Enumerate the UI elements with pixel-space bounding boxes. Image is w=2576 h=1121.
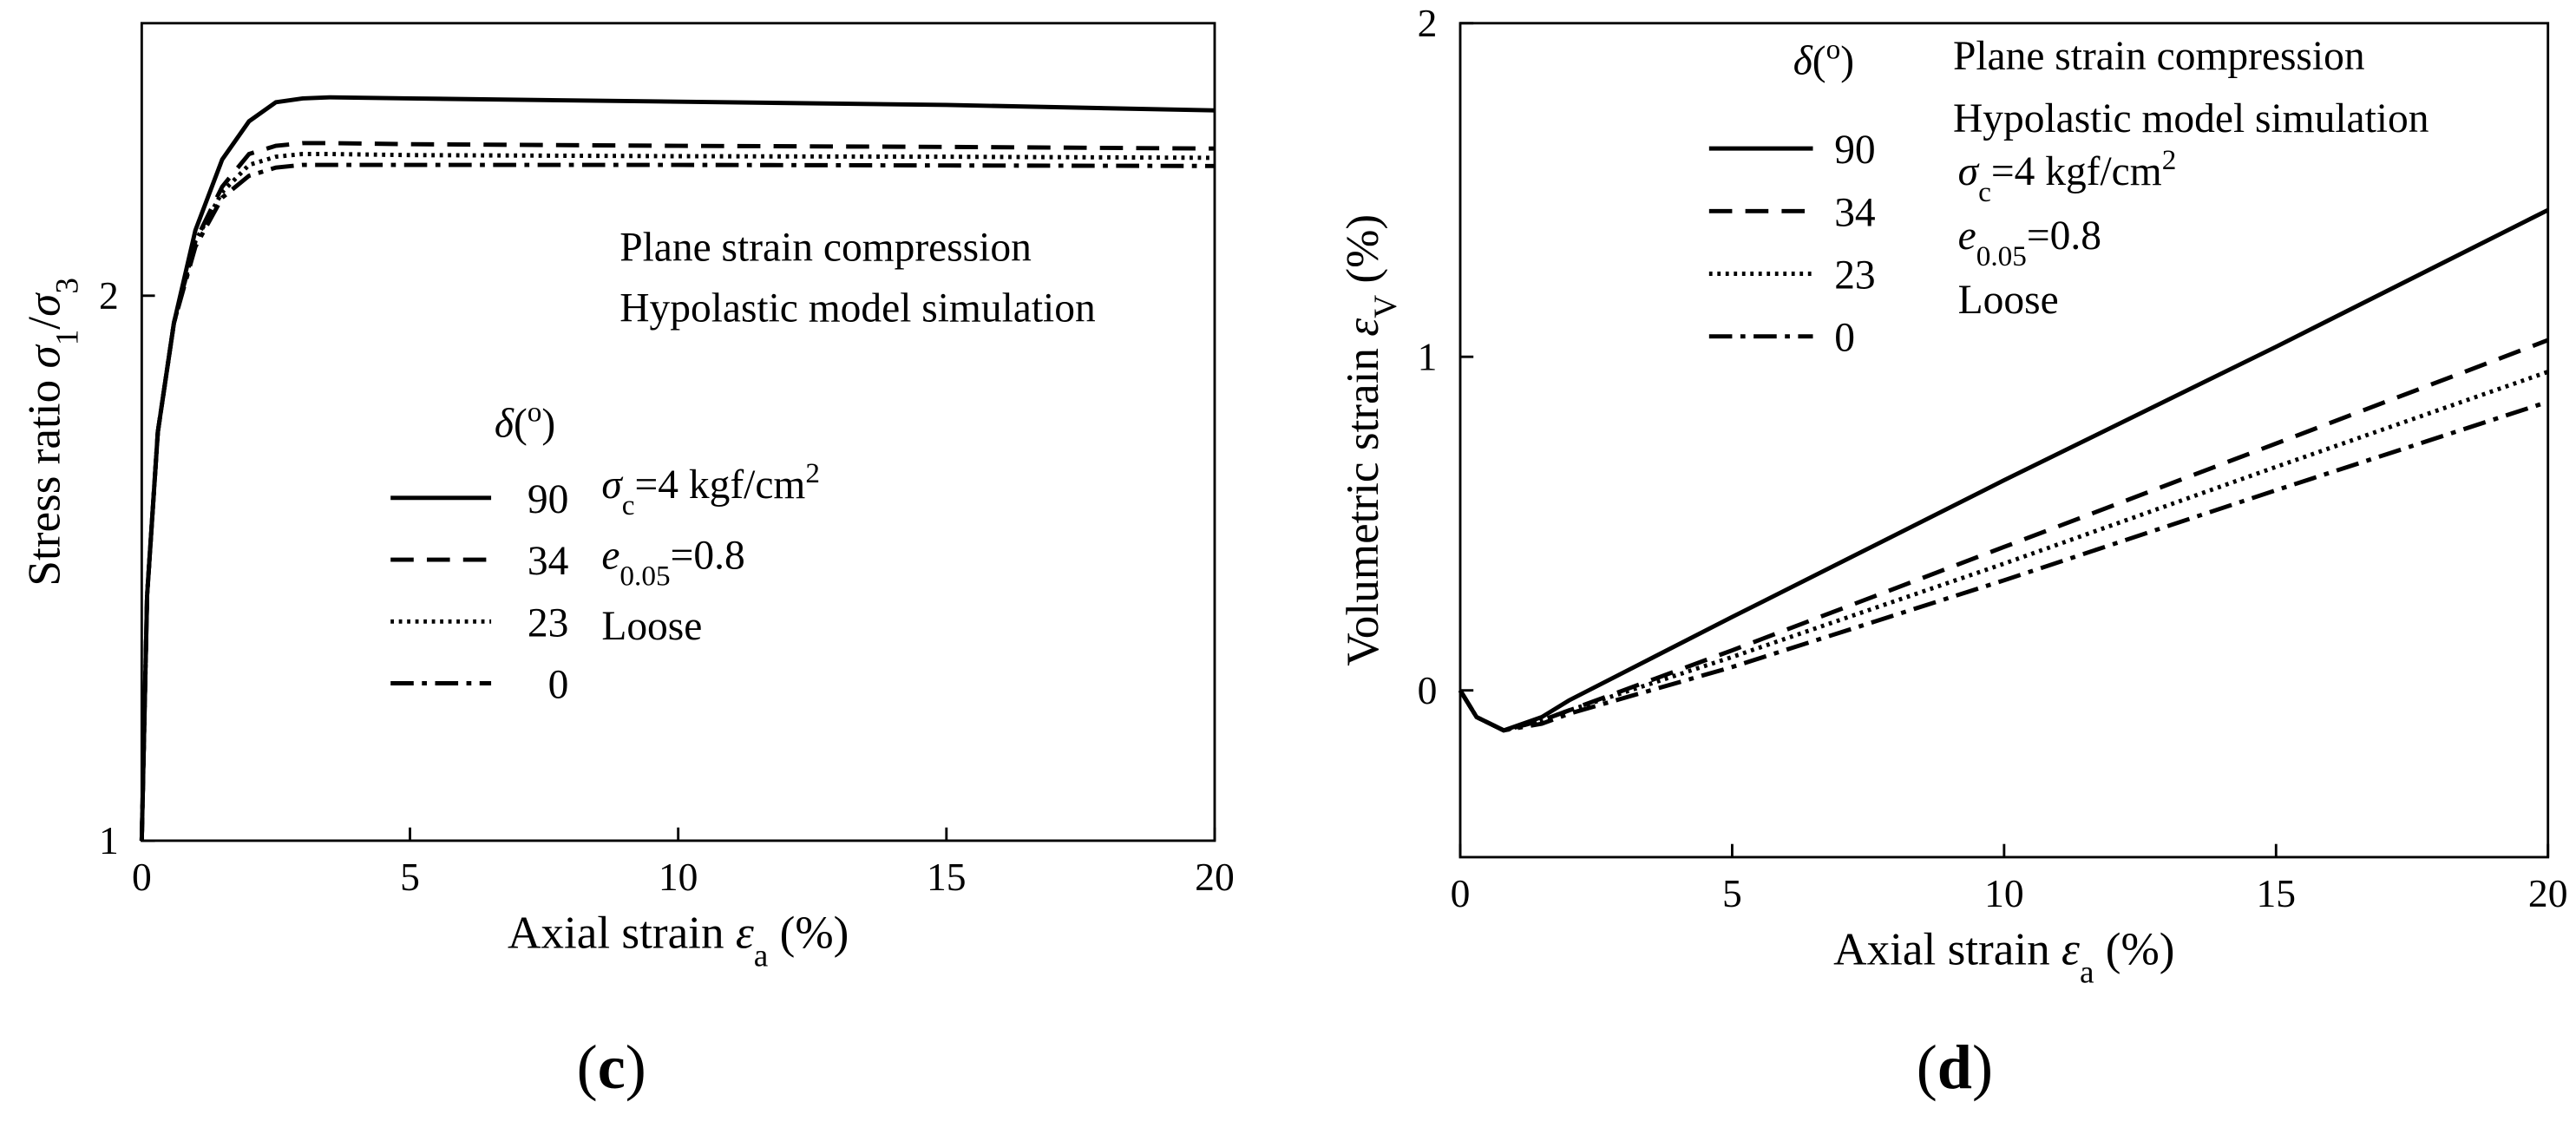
panel-label-part: ): [1972, 1032, 1993, 1102]
annotation: Hypolastic model simulation: [619, 286, 1096, 331]
y-axis-label: Stress ratio σ1/σ3: [18, 278, 85, 587]
condition: Loose: [601, 604, 702, 649]
legend-title-part: (: [514, 402, 528, 447]
legend-label: 0: [548, 663, 569, 708]
condition-part: =0.8: [671, 533, 745, 578]
data-line: [139, 95, 1216, 841]
legend-title: δ(o): [495, 396, 555, 447]
condition-part: e: [601, 533, 619, 578]
condition: e0.05=0.8: [1958, 213, 2101, 272]
condition: e0.05=0.8: [601, 533, 744, 592]
legend-title-part: δ: [495, 402, 515, 447]
x-tick-label: 5: [400, 855, 420, 899]
data-line: [139, 141, 1215, 841]
x-tick-label: 20: [2528, 871, 2568, 915]
x-tick-label: 10: [1984, 871, 2024, 915]
data-line: [1458, 370, 2549, 733]
condition: σc=4 kgf/cm2: [601, 456, 820, 521]
condition-part: c: [1978, 175, 1991, 207]
legend-title-part: o: [1826, 33, 1841, 65]
y-axis-label-part: σ: [18, 292, 69, 317]
legend-title-part: o: [528, 396, 542, 428]
panel-label-part: ): [626, 1032, 646, 1102]
x-tick-label: 10: [659, 855, 698, 899]
legend-title: δ(o): [1793, 33, 1854, 84]
legend-label: 23: [528, 600, 568, 646]
condition-part: σ: [1958, 149, 1980, 194]
y-axis-label-part: 3: [49, 278, 85, 294]
legend-label: 90: [528, 477, 568, 522]
y-tick-label: 2: [99, 273, 119, 318]
x-tick-label: 15: [2256, 871, 2296, 915]
condition-part: 2: [805, 456, 820, 488]
y-axis-label-part: 1: [49, 330, 85, 346]
data-line: [1458, 399, 2549, 733]
panel-label-part: (: [1917, 1032, 1937, 1102]
y-tick-label: 0: [1418, 668, 1438, 712]
y-axis-label-part: V: [1368, 295, 1404, 318]
y-axis-label: Volumetric strain εV (%): [1337, 214, 1404, 666]
legend-title-part: δ: [1793, 39, 1813, 84]
condition-part: =0.8: [2027, 213, 2101, 259]
annotation: Plane strain compression: [619, 225, 1032, 270]
x-tick-label: 5: [1722, 871, 1742, 915]
panel-label-part: d: [1937, 1032, 1972, 1102]
x-axis-label-part: ε: [736, 907, 754, 958]
panel-label: (d): [1917, 1032, 1993, 1102]
y-tick-label: 2: [1418, 1, 1438, 45]
x-axis-label-part: (%): [768, 907, 849, 958]
condition-part: 2: [2162, 143, 2177, 175]
legend-label: 23: [1834, 253, 1875, 298]
condition-part: 0.05: [619, 560, 670, 592]
condition-part: =4 kgf/cm: [635, 462, 806, 508]
legend-label: 0: [1834, 316, 1855, 361]
y-axis-label-part: ε: [1337, 318, 1388, 337]
panel-label: (c): [577, 1032, 646, 1102]
x-axis-label-part: Axial strain: [508, 907, 736, 958]
x-axis-label-part: a: [2080, 954, 2094, 990]
x-axis-label: Axial strain εa (%): [508, 907, 849, 974]
legend-label: 90: [1834, 128, 1875, 173]
legend-label: 34: [528, 539, 568, 584]
y-axis-label-part: (%): [1337, 214, 1388, 295]
x-tick-label: 15: [927, 855, 967, 899]
condition-part: =4 kgf/cm: [1991, 149, 2162, 194]
panel-label-part: (: [577, 1032, 598, 1102]
condition-part: e: [1958, 213, 1976, 259]
data-line: [139, 162, 1215, 841]
legend-title-part: ): [1840, 39, 1854, 84]
x-axis-label-part: (%): [2094, 923, 2175, 974]
condition-part: σ: [601, 462, 623, 508]
annotation: Hypolastic model simulation: [1953, 96, 2429, 141]
x-axis-label-part: Axial strain: [1833, 923, 2061, 974]
annotation: Plane strain compression: [1953, 34, 2365, 79]
condition: σc=4 kgf/cm2: [1958, 143, 2177, 207]
x-tick-label: 0: [1451, 871, 1471, 915]
condition-part: c: [622, 488, 635, 521]
y-axis-label-part: σ: [18, 344, 69, 369]
panel-label-part: c: [598, 1032, 626, 1102]
legend-label: 34: [1834, 190, 1875, 235]
condition-part: 0.05: [1976, 239, 2027, 272]
condition: Loose: [1958, 278, 2059, 323]
legend-title-part: (: [1812, 39, 1826, 84]
x-axis-label-part: a: [754, 938, 769, 974]
y-axis-label-part: /: [18, 317, 69, 330]
x-axis-label-part: ε: [2061, 923, 2080, 974]
y-axis-label-part: Volumetric strain: [1337, 337, 1388, 666]
condition-part: Loose: [1958, 278, 2059, 323]
x-tick-label: 0: [132, 855, 152, 899]
y-tick-label: 1: [99, 818, 119, 862]
y-tick-label: 1: [1418, 334, 1438, 378]
x-tick-label: 20: [1195, 855, 1235, 899]
legend-title-part: ): [541, 402, 555, 447]
condition-part: Loose: [601, 604, 702, 649]
y-axis-label-part: Stress ratio: [18, 369, 69, 587]
x-axis-label: Axial strain εa (%): [1833, 923, 2174, 990]
